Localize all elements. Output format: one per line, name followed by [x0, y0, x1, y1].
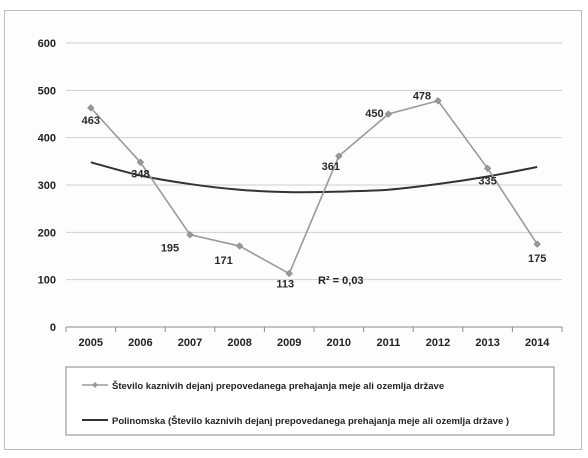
y-tick-label: 100	[38, 275, 56, 287]
x-tick-label: 2011	[376, 337, 400, 349]
r-squared-annotation: R² = 0,03	[318, 275, 364, 287]
y-tick-label: 0	[50, 322, 56, 334]
data-label: 195	[161, 243, 179, 255]
x-tick-label: 2014	[525, 337, 550, 349]
data-point	[483, 164, 492, 173]
x-tick-label: 2007	[178, 337, 202, 349]
data-label: 348	[131, 168, 149, 180]
x-tick-label: 2013	[475, 337, 499, 349]
data-point	[384, 110, 393, 118]
x-tick-label: 2006	[128, 337, 152, 349]
data-label: 463	[82, 115, 100, 127]
data-label: 171	[214, 255, 232, 267]
x-tick-label: 2008	[227, 337, 251, 349]
legend-label-trendline: Polinomska (Število kaznivih dejanj prep…	[112, 415, 509, 427]
data-point	[186, 231, 194, 239]
data-point	[533, 240, 541, 248]
data-label: 450	[365, 108, 383, 120]
data-point	[235, 242, 244, 250]
x-tick-label: 2009	[277, 337, 301, 349]
data-point	[136, 158, 145, 166]
x-tick-label: 2010	[327, 337, 351, 349]
trendline-series	[90, 161, 538, 194]
data-point	[335, 152, 343, 160]
y-tick-label: 600	[38, 38, 56, 50]
data-point	[87, 104, 95, 112]
y-tick-label: 300	[38, 180, 56, 192]
data-label: 361	[322, 161, 340, 173]
legend-label-series: Število kaznivih dejanj prepovedanega pr…	[112, 380, 444, 392]
legend-box	[65, 366, 555, 436]
y-tick-label: 400	[38, 133, 56, 145]
data-point	[285, 269, 293, 278]
y-tick-label: 500	[38, 85, 56, 97]
data-point	[434, 97, 442, 105]
data-label: 175	[528, 253, 546, 265]
series-line	[90, 99, 538, 275]
legend-marker	[92, 382, 98, 388]
data-label: 335	[478, 175, 496, 187]
x-tick-label: 2012	[426, 337, 450, 349]
data-label: 478	[413, 91, 431, 103]
data-label: 113	[276, 279, 294, 291]
x-tick-label: 2005	[79, 337, 103, 349]
y-tick-label: 200	[38, 227, 56, 239]
